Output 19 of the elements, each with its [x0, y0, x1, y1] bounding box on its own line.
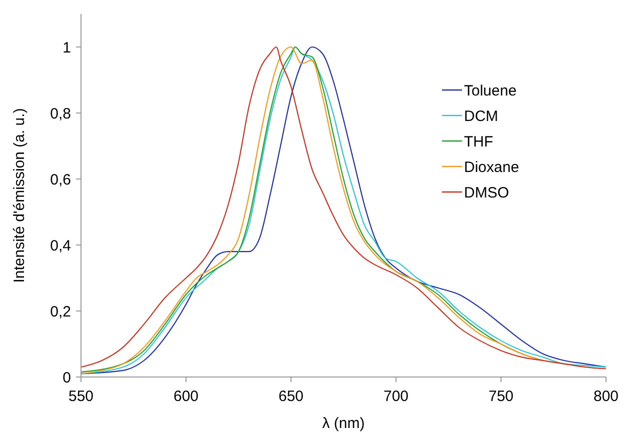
y-tick-label: 0: [62, 369, 71, 386]
x-tick-label: 550: [68, 388, 94, 405]
y-tick-label: 0,8: [50, 105, 71, 122]
legend-label: THF: [464, 133, 494, 150]
y-tick-label: 0,4: [50, 237, 71, 254]
x-tick-label: 650: [278, 388, 304, 405]
y-tick-label: 0,2: [50, 303, 71, 320]
x-axis-title: λ (nm): [322, 415, 365, 432]
legend-label: Toluene: [464, 82, 517, 100]
x-tick-label: 700: [383, 388, 409, 405]
legend-label: DMSO: [464, 184, 509, 202]
x-tick-label: 750: [488, 388, 514, 405]
y-axis-title: Intensité d'émission (a. u.): [11, 108, 28, 283]
x-tick-label: 600: [173, 388, 199, 405]
y-tick-label: 1: [62, 39, 71, 56]
legend-label: DCM: [464, 108, 498, 125]
y-tick-label: 0,6: [50, 171, 71, 188]
x-tick-label: 800: [593, 388, 619, 405]
legend-label: Dioxane: [464, 158, 520, 176]
